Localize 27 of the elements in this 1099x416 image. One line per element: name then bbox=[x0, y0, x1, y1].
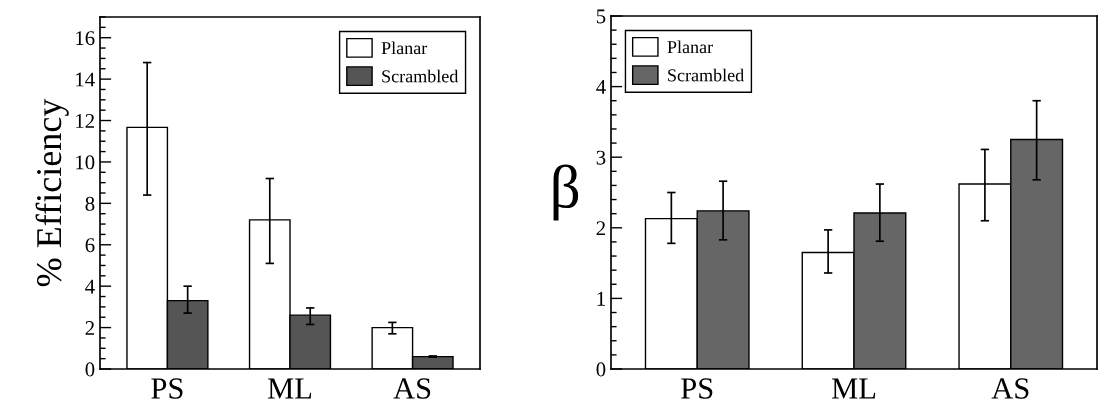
y-tick-label: 0 bbox=[85, 362, 95, 377]
y-tick-label: 3 bbox=[596, 150, 606, 165]
x-tick-label: PS bbox=[151, 378, 183, 399]
y-tick-label: 0 bbox=[596, 362, 606, 377]
y-tick-label: 12 bbox=[76, 113, 94, 128]
y-axis-title: % Efficiency bbox=[35, 98, 69, 287]
y-tick-label: 6 bbox=[85, 238, 95, 253]
x-tick-label: AS bbox=[991, 378, 1029, 399]
legend-label: Scrambled bbox=[382, 69, 459, 83]
y-tick-label: 1 bbox=[597, 291, 605, 306]
y-tick-label: 2 bbox=[85, 321, 94, 335]
x-tick-label: AS bbox=[393, 378, 431, 399]
x-tick-label: PS bbox=[681, 378, 713, 399]
y-tick-label: 5 bbox=[596, 9, 606, 24]
x-tick-label: ML bbox=[831, 378, 876, 399]
y-tick-label: 8 bbox=[85, 196, 95, 211]
y-tick-label: 4 bbox=[85, 279, 95, 294]
legend-label: Scrambled bbox=[668, 68, 744, 82]
y-axis-title: β bbox=[553, 164, 579, 221]
y-tick-label: 4 bbox=[596, 80, 606, 94]
y-tick-label: 2 bbox=[596, 221, 605, 236]
legend-label: Planar bbox=[667, 40, 713, 54]
legend-label: Planar bbox=[381, 41, 428, 55]
x-tick-label: ML bbox=[267, 378, 312, 399]
y-tick-label: 10 bbox=[76, 155, 95, 170]
y-tick-label: 16 bbox=[76, 31, 95, 46]
y-tick-label: 14 bbox=[76, 72, 95, 87]
